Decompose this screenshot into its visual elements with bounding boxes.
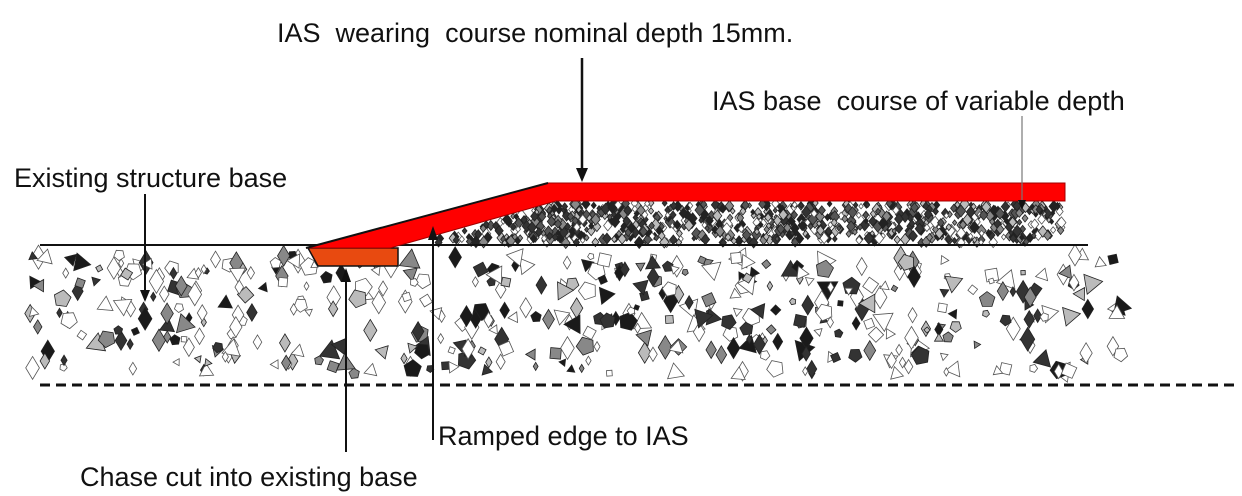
label-ramped-edge: Ramped edge to IAS [438,421,689,451]
label-base-course: IAS base course of variable depth [712,86,1125,116]
leader-ramped-edge [428,226,438,440]
leader-wearing-course [576,58,588,182]
leader-chase-cut [341,268,351,452]
leader-base-course [1018,116,1026,210]
ramp-top-edge [305,182,549,249]
label-wearing-course: IAS wearing course nominal depth 15mm. [277,18,793,48]
existing-base-aggregate [24,243,1133,383]
leader-existing-base [140,194,150,302]
chase-cut [306,247,399,267]
label-chase-cut: Chase cut into existing base [80,462,418,492]
label-existing-base: Existing structure base [14,163,287,193]
ias-base-course-aggregate [434,197,1067,250]
